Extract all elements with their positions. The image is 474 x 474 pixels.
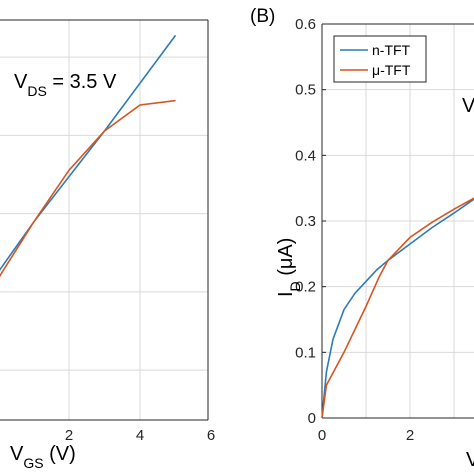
y-tick-label: 0.4 [295,147,316,164]
y-tick-label: 0.2 [295,279,316,296]
series-line-2 [321,197,474,419]
vds-annotation: V [462,95,474,117]
x-axis-label: VGS (V) [10,443,76,471]
series-line-1 [321,198,474,419]
y-tick-label: 0 [308,410,316,427]
vds-annotation: VDS = 3.5 V [14,71,117,99]
y-tick-label: 0.1 [295,344,316,361]
y-tick-label: 0.5 [295,82,316,99]
x-axis-label: V [466,449,474,471]
y-axis-label: ID (μA) [275,238,303,297]
x-tick-label: 2 [406,427,414,444]
series-line-2 [0,99,176,278]
y-tick-label: 0.3 [295,213,316,230]
panel-label: (B) [250,6,275,27]
x-tick-label: 6 [207,427,215,444]
y-tick-label: 0.6 [295,16,316,33]
x-tick-label: 4 [136,427,144,444]
legend-label-1: n-TFT [372,42,411,58]
x-tick-label: 2 [65,427,73,444]
legend-box [333,35,427,83]
chart-panel-a: 2 4 6 VGS (V) VDS = 3.5 V [0,19,215,471]
x-tick-label: 0 [318,427,326,444]
legend-label-2: μ-TFT [372,62,411,78]
series-line-1 [0,34,177,271]
chart-panel-b: 0 0.1 0.2 0.3 0.4 0.5 0.6 0 2 n-TFT μ-TFT (B) ID (μA… [250,6,474,471]
